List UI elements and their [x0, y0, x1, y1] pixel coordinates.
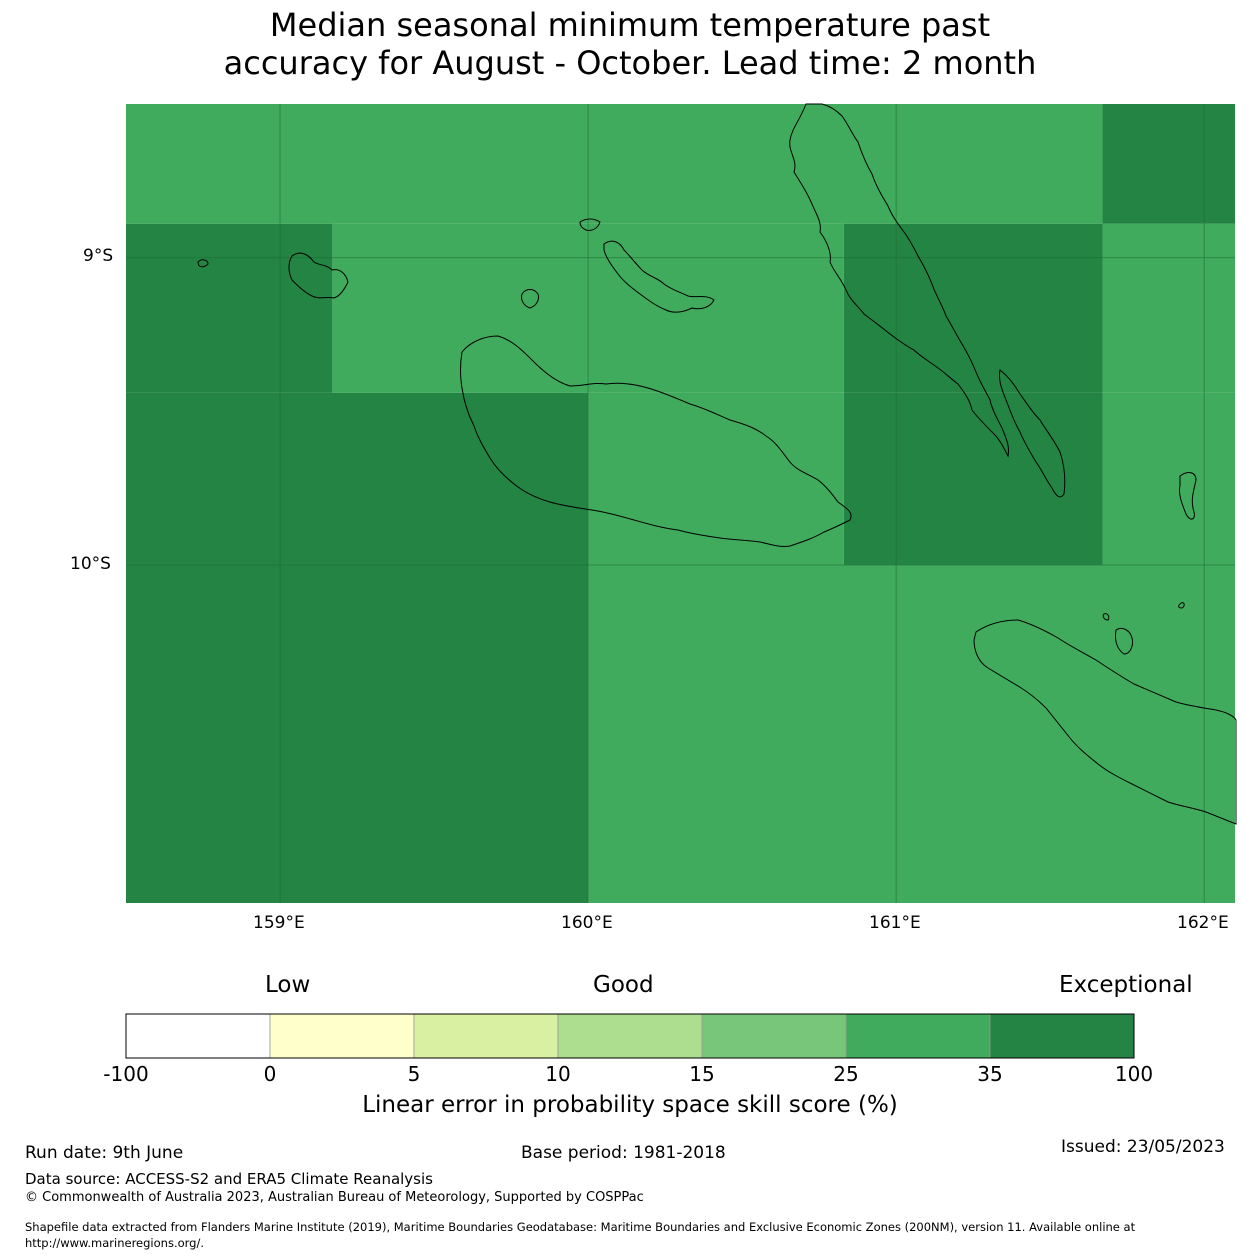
base-period: Base period: 1981-2018 [521, 1143, 726, 1163]
shapefile-credit-line1: Shapefile data extracted from Flanders M… [25, 1220, 1136, 1234]
grid-cell-6 [126, 392, 589, 565]
colorbar-tick-2: 5 [407, 1062, 421, 1086]
run-date: Run date: 9th June [25, 1143, 184, 1163]
lon-tick-162e: 162°E [1177, 913, 1229, 933]
coastline-guadalcanal [460, 335, 852, 547]
map-title: Median seasonal minimum temperature past… [0, 6, 1260, 82]
colorbar-tick-1: 0 [263, 1062, 277, 1086]
colorbar-swatch-0 [125, 1013, 271, 1059]
colorbar-tick-3: 10 [545, 1062, 571, 1086]
colorbar-tick-4: 15 [689, 1062, 715, 1086]
map-title-line2: accuracy for August - October. Lead time… [223, 44, 1037, 82]
coastline-small-island-2 [579, 218, 601, 231]
grid-cell-5 [1102, 223, 1235, 393]
lat-tick-10s: 10°S [70, 554, 111, 574]
map-title-line1: Median seasonal minimum temperature past [269, 6, 991, 44]
lon-tick-159e: 159°E [253, 913, 305, 933]
coastline-russell-islands [603, 240, 715, 313]
coastline-small-island-1 [1179, 472, 1197, 520]
coastline-small-island-4 [1102, 613, 1110, 621]
legend-category-good: Good [593, 972, 654, 998]
skill-grid [126, 104, 1235, 903]
coastline-makira [973, 619, 1237, 825]
issued-date: Issued: 23/05/2023 [1061, 1137, 1225, 1157]
grid-cell-11 [588, 564, 1235, 903]
lat-tick-9s: 9°S [83, 246, 114, 266]
colorbar-swatch-5 [845, 1013, 991, 1059]
copyright: © Commonwealth of Australia 2023, Austra… [25, 1190, 644, 1205]
colorbar-tick-6: 35 [977, 1062, 1003, 1086]
grid-cell-0 [126, 104, 1103, 224]
colorbar-swatch-6 [989, 1013, 1135, 1059]
coastline-savo [521, 289, 539, 309]
coastlines [197, 103, 1237, 825]
grid-cell-10 [126, 564, 589, 903]
colorbar-tick-5: 25 [833, 1062, 859, 1086]
coastline-santa-isabel [789, 103, 1009, 458]
colorbar-swatch-1 [269, 1013, 415, 1059]
coastline-small-island-5 [1178, 602, 1185, 609]
grid-cell-8 [843, 392, 1103, 565]
grid-cell-7 [588, 392, 844, 565]
colorbar-tick-0: -100 [103, 1062, 149, 1086]
lon-tick-161e: 161°E [869, 913, 921, 933]
colorbar-frame [125, 1013, 1135, 1059]
data-source: Data source: ACCESS-S2 and ERA5 Climate … [25, 1170, 433, 1188]
coastline-small-island-3 [197, 259, 209, 268]
colorbar-swatch-2 [413, 1013, 559, 1059]
legend-category-low: Low [265, 972, 311, 998]
grid-cell-9 [1102, 392, 1235, 565]
lon-tick-160e: 160°E [561, 913, 613, 933]
colorbar-tick-7: 100 [1114, 1062, 1154, 1086]
colorbar-label: Linear error in probability space skill … [362, 1092, 898, 1118]
colorbar [125, 1013, 1135, 1059]
coastline-western-islands [288, 252, 349, 299]
colorbar-swatch-3 [557, 1013, 703, 1059]
colorbar-swatch-4 [701, 1013, 847, 1059]
shapefile-credit-line2: http://www.marineregions.org/. [25, 1236, 204, 1250]
coastline-ulawa [1115, 627, 1133, 655]
legend-category-exceptional: Exceptional [1059, 972, 1193, 998]
grid-cell-2 [126, 223, 333, 393]
grid-cell-1 [1102, 104, 1235, 224]
grid-cell-4 [843, 223, 1103, 393]
coastline-choiseul [999, 369, 1066, 498]
